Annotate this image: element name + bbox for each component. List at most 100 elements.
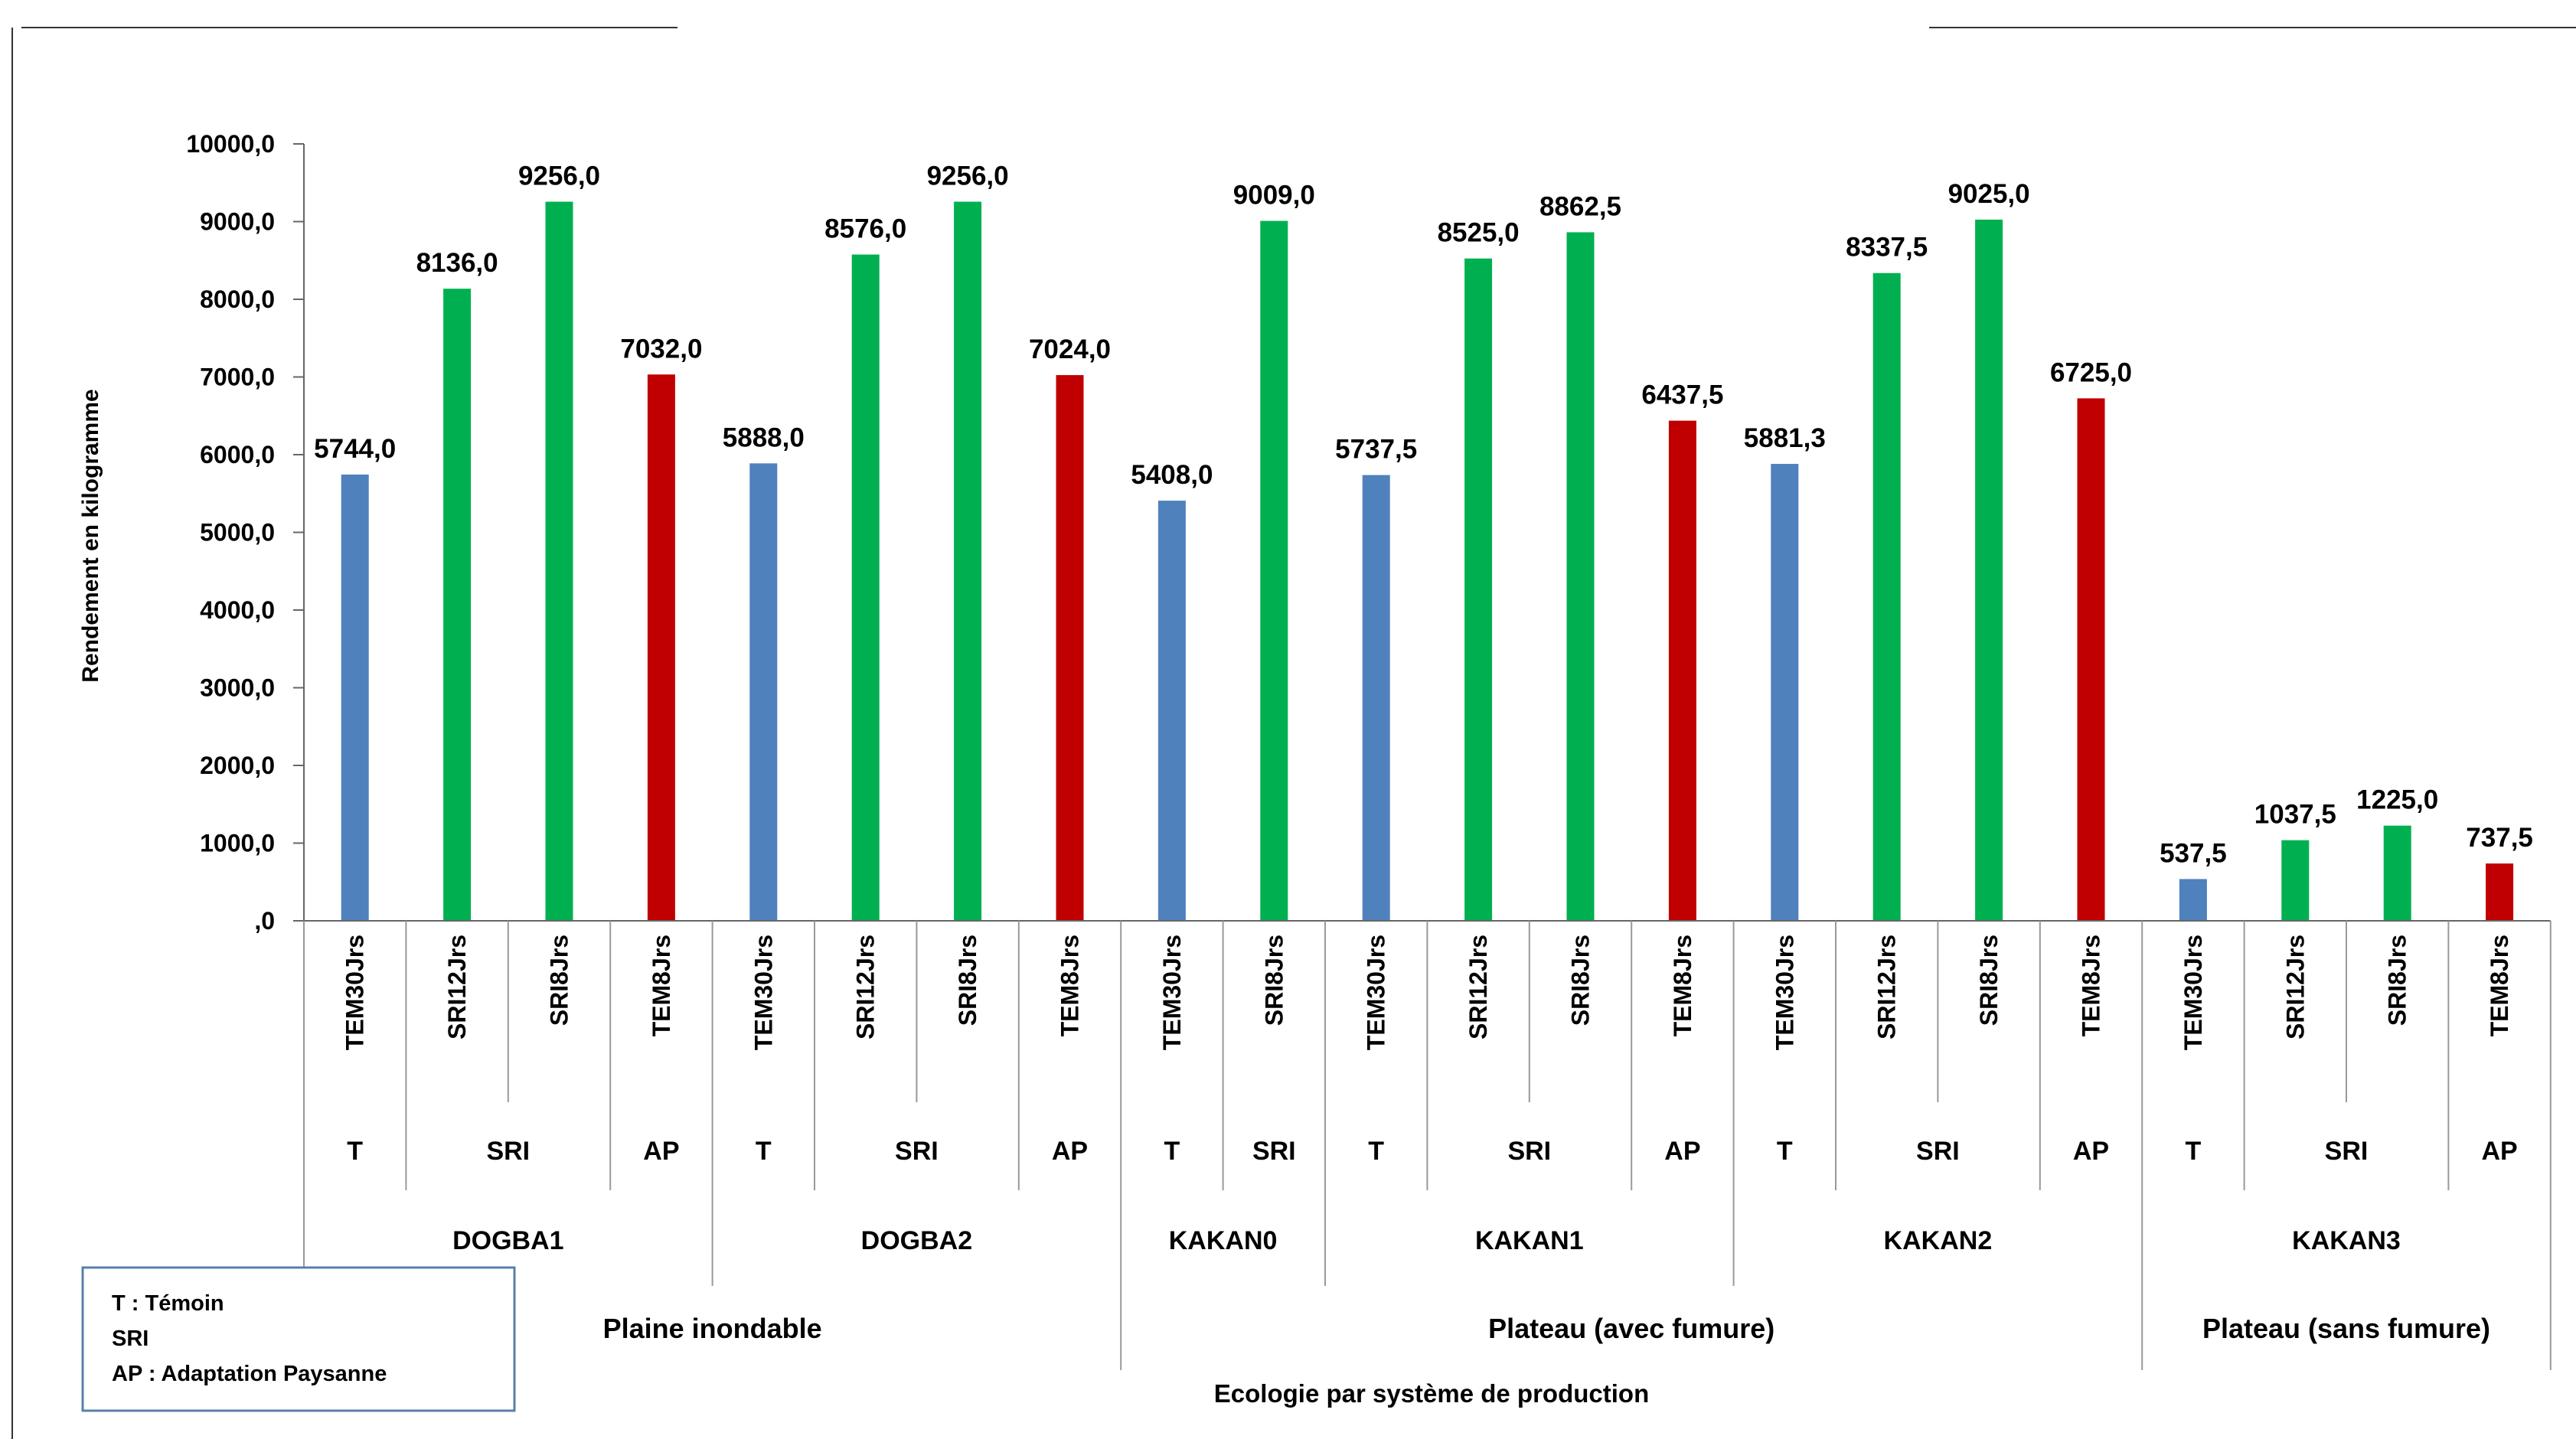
bar-value-label: 5881,3 [1744, 423, 1826, 453]
y-tick-label: ,0 [254, 907, 275, 935]
bar-dogba1-tem30jrs [341, 474, 369, 921]
bar-value-label: 1037,5 [2254, 800, 2336, 830]
category-label: TEM30Jrs [2179, 935, 2207, 1050]
category-label: SRI8Jrs [954, 935, 981, 1026]
bar-dogba1-tem8jrs [647, 374, 675, 921]
bar-kakan1-tem30jrs [1362, 475, 1390, 921]
category-label: TEM8Jrs [2078, 935, 2105, 1036]
y-tick-label: 7000,0 [200, 364, 275, 391]
bar-dogba1-sri12jrs [443, 289, 472, 921]
category-label: SRI12Jrs [443, 935, 471, 1039]
site-label: KAKAN2 [1884, 1226, 1993, 1255]
y-tick-label: 1000,0 [200, 830, 275, 857]
bar-kakan2-tem8jrs [2077, 398, 2105, 921]
group-label: AP [1052, 1137, 1088, 1166]
y-tick-label: 4000,0 [200, 596, 275, 624]
frame-lines [11, 27, 2576, 1439]
bar-kakan1-sri8jrs [1566, 232, 1595, 921]
category-label: SRI8Jrs [1975, 935, 2003, 1026]
legend-line-ap: AP : Adaptation Paysanne [112, 1362, 387, 1386]
category-label: SRI12Jrs [1464, 935, 1492, 1039]
bar-kakan3-tem8jrs [2486, 863, 2514, 921]
bar-kakan0-sri8jrs [1260, 220, 1288, 921]
category-label: SRI8Jrs [1567, 935, 1595, 1026]
y-tick-label: 2000,0 [200, 752, 275, 779]
bar-value-label: 7024,0 [1029, 334, 1111, 364]
bar-dogba2-sri12jrs [851, 254, 880, 921]
group-label: SRI [486, 1137, 530, 1166]
group-label: T [347, 1137, 363, 1166]
group-label: SRI [1916, 1137, 1960, 1166]
bar-value-label: 9009,0 [1233, 181, 1315, 210]
bar-value-label: 9256,0 [927, 162, 1009, 191]
site-label: KAKAN0 [1169, 1226, 1278, 1255]
legend-line-t: T : Témoin [112, 1291, 224, 1316]
bar-kakan1-sri12jrs [1464, 258, 1493, 921]
legend-line-sri: SRI [112, 1326, 149, 1351]
bar-kakan3-sri8jrs [2383, 825, 2411, 921]
bar-value-label: 6725,0 [2050, 357, 2132, 387]
ecology-label: Plateau (sans fumure) [2202, 1313, 2490, 1344]
x-axis-title: Ecologie par système de production [1214, 1379, 1649, 1408]
y-tick-label: 6000,0 [200, 441, 275, 468]
bar-value-label: 8576,0 [824, 214, 906, 244]
category-label: TEM30Jrs [749, 935, 777, 1050]
y-axis: ,0 1000,0 2000,0 3000,0 4000,0 5000,0 6000,0 70… [186, 130, 305, 935]
site-label: DOGBA1 [452, 1226, 563, 1255]
group-label: T [1164, 1137, 1180, 1166]
y-axis-title: Rendement en kilogramme [78, 389, 103, 682]
bar-value-label: 6437,5 [1641, 380, 1723, 410]
bars [341, 201, 2514, 922]
bar-dogba2-tem30jrs [749, 463, 778, 921]
bar-value-label: 7032,0 [620, 334, 702, 364]
group-label: T [1777, 1137, 1793, 1166]
group-label: AP [2073, 1137, 2109, 1166]
category-label: TEM8Jrs [648, 935, 675, 1036]
site-label: KAKAN1 [1475, 1226, 1584, 1255]
ecology-label: Plateau (avec fumure) [1488, 1313, 1774, 1344]
y-tick-label: 8000,0 [200, 286, 275, 313]
bar-value-label: 8862,5 [1539, 191, 1621, 221]
bar-kakan2-sri8jrs [1975, 219, 2003, 921]
group-label: SRI [2325, 1137, 2369, 1166]
y-tick-label: 10000,0 [186, 130, 275, 158]
bar-kakan2-tem30jrs [1771, 464, 1799, 921]
group-label: T [2186, 1137, 2202, 1166]
bar-value-label: 5408,0 [1131, 460, 1213, 490]
category-label: TEM30Jrs [341, 935, 369, 1050]
category-label: TEM30Jrs [1363, 935, 1390, 1050]
legend-border [81, 1266, 516, 1412]
group-label: T [1368, 1137, 1384, 1166]
bar-value-label: 5737,5 [1335, 435, 1417, 465]
category-label: TEM30Jrs [1771, 935, 1798, 1050]
bar-value-label: 5888,0 [723, 423, 805, 452]
category-label: SRI12Jrs [2281, 935, 2309, 1039]
group-label: SRI [1252, 1137, 1296, 1166]
bar-kakan3-tem30jrs [2179, 879, 2207, 921]
category-label: SRI8Jrs [1260, 935, 1288, 1026]
bar-value-label: 8525,0 [1438, 218, 1520, 248]
category-label: SRI8Jrs [2384, 935, 2411, 1026]
category-axis: TEM30Jrs SRI12Jrs SRI8Jrs TEM8Jrs TEM30Jrs SR… [303, 920, 2552, 1370]
category-label: SRI12Jrs [1873, 935, 1901, 1039]
bar-kakan2-sri12jrs [1872, 272, 1901, 921]
category-label: TEM8Jrs [1056, 935, 1084, 1036]
legend-box: T : Témoin SRI AP : Adaptation Paysanne [81, 1266, 516, 1412]
bar-value-label: 8136,0 [416, 248, 498, 278]
y-tick-label: 3000,0 [200, 674, 275, 702]
group-label: SRI [895, 1137, 939, 1166]
group-label: AP [1664, 1137, 1700, 1166]
site-label: KAKAN3 [2292, 1226, 2401, 1255]
bar-value-label: 5744,0 [314, 434, 396, 464]
bar-kakan0-tem30jrs [1157, 501, 1186, 921]
bar-value-label: 8337,5 [1846, 233, 1928, 263]
category-label: SRI8Jrs [546, 935, 573, 1026]
y-tick-label: 9000,0 [200, 208, 275, 236]
group-label: AP [2481, 1137, 2517, 1166]
bar-kakan1-tem8jrs [1668, 420, 1696, 921]
bar-dogba2-tem8jrs [1056, 375, 1084, 922]
category-label: TEM8Jrs [2486, 935, 2513, 1036]
bar-value-label: 9025,0 [1948, 179, 2030, 209]
bar-value-label: 737,5 [2466, 823, 2533, 853]
